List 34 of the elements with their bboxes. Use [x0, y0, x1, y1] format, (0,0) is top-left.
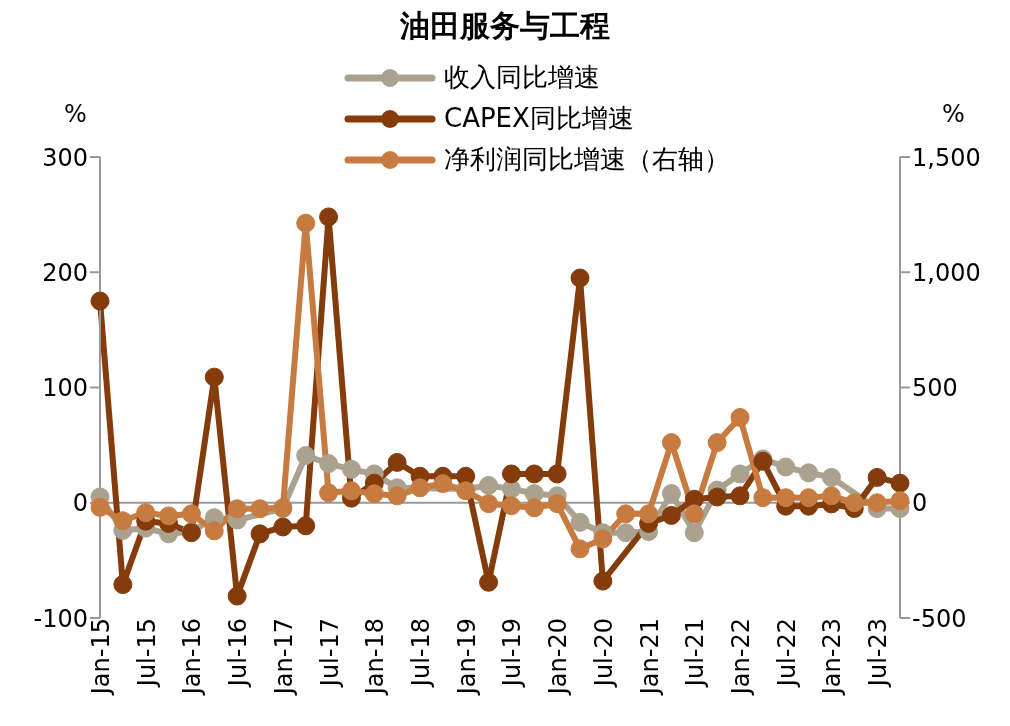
y2-tick-label: 500 — [912, 374, 958, 403]
x-tick-label: Jul-15 — [132, 618, 161, 689]
chart-title: 油田服务与工程 — [399, 8, 611, 44]
y-tick-label: 100 — [42, 374, 88, 403]
y-axis-title: % — [64, 100, 87, 128]
y-tick-label: -100 — [33, 604, 88, 633]
x-tick-label: Jan-23 — [818, 618, 847, 697]
x-tick-label: Jul-21 — [681, 618, 710, 689]
x-tick-label: Jul-18 — [407, 618, 436, 689]
x-tick-label: Jan-18 — [361, 618, 390, 697]
x-tick-label: Jan-15 — [87, 618, 116, 697]
x-tick-label: Jul-23 — [864, 618, 893, 689]
x-tick-label: Jul-22 — [772, 618, 801, 689]
x-tick-label: Jul-19 — [498, 618, 527, 689]
x-tick-label: Jan-19 — [452, 618, 481, 697]
y2-tick-label: -500 — [912, 604, 967, 633]
x-tick-label: Jul-20 — [589, 618, 618, 689]
y-tick-label: 300 — [42, 143, 88, 172]
y2-tick-label: 1,500 — [912, 143, 981, 172]
legend-label: CAPEX同比增速 — [444, 102, 634, 135]
y2-tick-label: 1,000 — [912, 258, 981, 287]
x-tick-label: Jan-21 — [635, 618, 664, 697]
x-tick-label: Jan-16 — [178, 618, 207, 697]
y2-tick-label: 0 — [912, 489, 928, 518]
legend-label: 净利润同比增速（右轴） — [444, 143, 730, 176]
y-tick-label: 0 — [72, 489, 88, 518]
x-tick-label: Jan-17 — [269, 618, 298, 697]
legend-label: 收入同比增速 — [444, 61, 600, 94]
x-tick-label: Jul-16 — [224, 618, 253, 689]
x-tick-label: Jan-22 — [727, 618, 756, 697]
x-tick-label: Jan-20 — [544, 618, 573, 697]
y-tick-label: 200 — [42, 258, 88, 287]
x-tick-label: Jul-17 — [315, 618, 344, 689]
y2-axis-title: % — [942, 100, 965, 128]
